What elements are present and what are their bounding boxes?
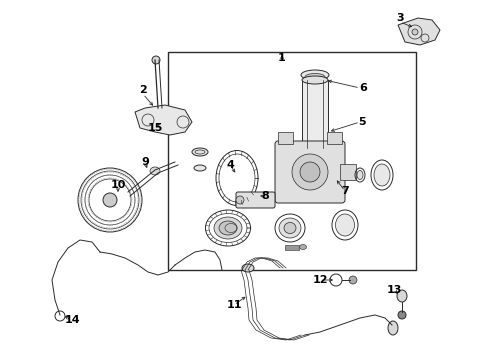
Text: 13: 13 <box>386 285 402 295</box>
Circle shape <box>152 56 160 64</box>
Text: 1: 1 <box>278 53 286 63</box>
Ellipse shape <box>302 76 328 84</box>
Ellipse shape <box>219 221 237 235</box>
Text: 11: 11 <box>226 300 242 310</box>
Bar <box>302 80 328 148</box>
Polygon shape <box>398 18 440 45</box>
Circle shape <box>292 154 328 190</box>
Text: 3: 3 <box>396 13 404 23</box>
Text: 2: 2 <box>139 85 147 95</box>
Ellipse shape <box>357 171 363 180</box>
Text: 4: 4 <box>226 160 234 170</box>
Ellipse shape <box>214 217 242 239</box>
Bar <box>168 52 416 270</box>
Ellipse shape <box>192 148 208 156</box>
Text: 6: 6 <box>359 83 367 93</box>
Ellipse shape <box>299 244 307 249</box>
Ellipse shape <box>388 321 398 335</box>
Circle shape <box>349 276 357 284</box>
Text: 7: 7 <box>341 186 349 196</box>
FancyBboxPatch shape <box>275 141 345 203</box>
Ellipse shape <box>397 290 407 302</box>
Ellipse shape <box>305 73 325 81</box>
Circle shape <box>103 193 117 207</box>
Bar <box>278 132 293 144</box>
Ellipse shape <box>242 264 254 272</box>
Bar <box>285 245 299 250</box>
Circle shape <box>412 29 418 35</box>
Text: 9: 9 <box>141 157 149 167</box>
Text: 8: 8 <box>261 191 269 201</box>
Circle shape <box>398 311 406 319</box>
Text: 14: 14 <box>64 315 80 325</box>
Text: 12: 12 <box>312 275 328 285</box>
Ellipse shape <box>302 144 328 152</box>
Ellipse shape <box>236 196 244 204</box>
Ellipse shape <box>194 165 206 171</box>
Text: 5: 5 <box>358 117 366 127</box>
Ellipse shape <box>336 214 354 236</box>
Polygon shape <box>135 105 192 135</box>
Bar <box>327 132 342 144</box>
Ellipse shape <box>279 218 301 238</box>
Text: 15: 15 <box>147 123 163 133</box>
FancyBboxPatch shape <box>236 192 275 208</box>
Circle shape <box>300 162 320 182</box>
Text: 10: 10 <box>110 180 126 190</box>
Ellipse shape <box>374 164 390 186</box>
Bar <box>340 164 356 180</box>
Ellipse shape <box>284 222 296 234</box>
Ellipse shape <box>301 70 329 80</box>
Ellipse shape <box>150 167 160 175</box>
